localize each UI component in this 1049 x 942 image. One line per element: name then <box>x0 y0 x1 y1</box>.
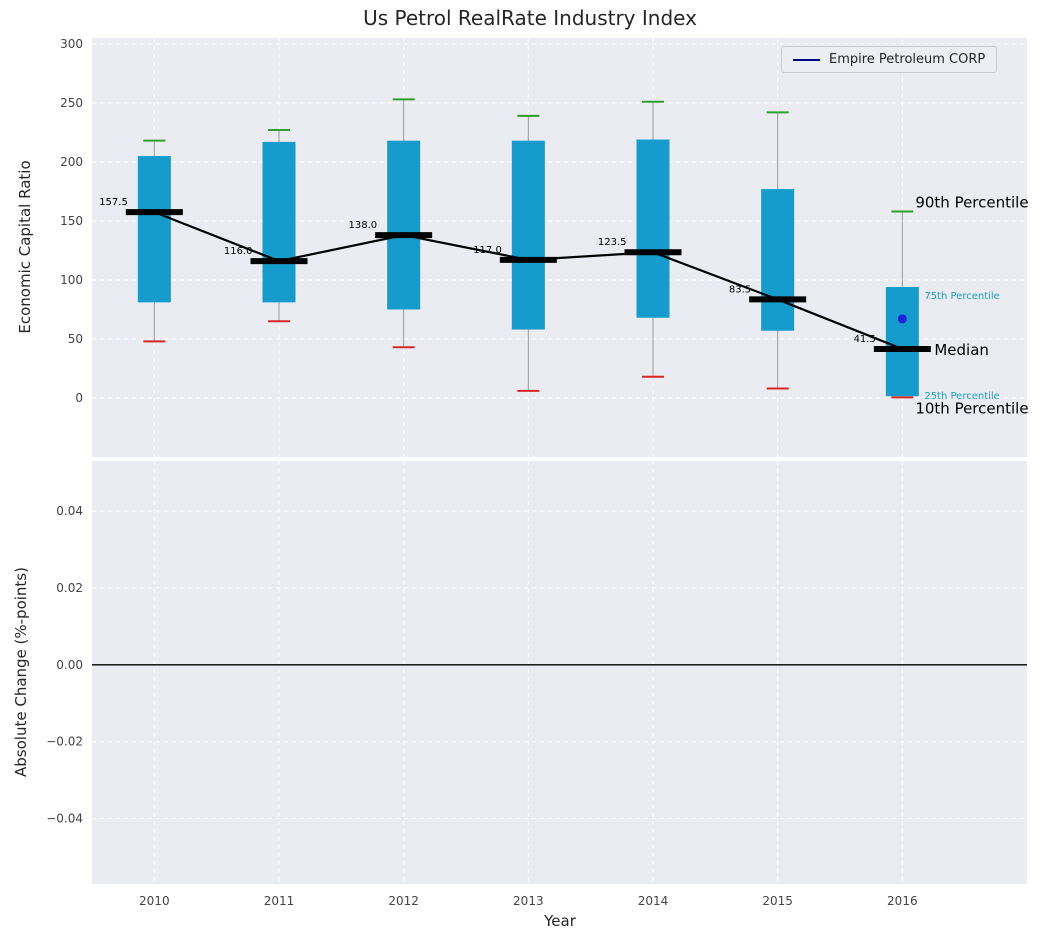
iqr-box-2015 <box>761 189 795 331</box>
iqr-box-2014 <box>636 139 670 318</box>
top-ytick-label: 250 <box>60 96 83 110</box>
annotation-p90: 90th Percentile <box>915 194 1028 212</box>
legend-line-sample <box>793 58 820 61</box>
iqr-box-2010 <box>137 156 171 303</box>
annotation-p25: 25th Percentile <box>924 391 1000 402</box>
bottom-y-axis-label: Absolute Change (%-points) <box>12 567 30 777</box>
bottom-ytick-label: 0.02 <box>56 581 83 595</box>
chart-title: Us Petrol RealRate Industry Index <box>363 6 697 30</box>
xtick-label: 2016 <box>887 894 918 908</box>
bottom-ytick-label: −0.02 <box>46 735 83 749</box>
top-plot-area <box>92 38 1027 457</box>
median-value-label-2012: 138.0 <box>349 220 378 231</box>
median-value-label-2011: 116.0 <box>224 246 253 257</box>
top-ytick-label: 0 <box>75 391 83 405</box>
annotation-p10: 10th Percentile <box>915 399 1028 417</box>
top-ytick-label: 50 <box>68 332 83 346</box>
median-value-label-2015: 83.5 <box>729 284 751 295</box>
median-value-label-2014: 123.5 <box>598 237 627 248</box>
bottom-ytick-label: 0.04 <box>56 504 83 518</box>
xtick-label: 2012 <box>388 894 419 908</box>
iqr-box-2012 <box>387 140 421 310</box>
annotation-median: Median <box>934 341 989 359</box>
xtick-label: 2014 <box>638 894 669 908</box>
xtick-label: 2015 <box>762 894 793 908</box>
top-ytick-label: 100 <box>60 273 83 287</box>
iqr-box-2016 <box>885 287 919 397</box>
top-ytick-label: 200 <box>60 155 83 169</box>
bottom-plot-area <box>92 461 1027 884</box>
top-y-axis-label: Economic Capital Ratio <box>16 160 34 334</box>
median-value-label-2013: 117.0 <box>473 245 502 256</box>
legend-label: Empire Petroleum CORP <box>829 52 986 67</box>
bottom-ytick-label: −0.04 <box>46 812 83 826</box>
annotation-p75: 75th Percentile <box>924 291 1000 302</box>
median-value-label-2016: 41.5 <box>854 334 876 345</box>
legend: Empire Petroleum CORP <box>781 46 998 73</box>
top-ytick-label: 300 <box>60 37 83 51</box>
top-ytick-label: 150 <box>60 214 83 228</box>
bottom-ytick-label: 0.00 <box>56 658 83 672</box>
iqr-box-2011 <box>262 141 296 303</box>
median-value-label-2010: 157.5 <box>99 197 128 208</box>
xtick-label: 2010 <box>139 894 170 908</box>
iqr-box-2013 <box>511 140 545 330</box>
xtick-label: 2011 <box>264 894 295 908</box>
xtick-label: 2013 <box>513 894 544 908</box>
empire-petroleum-point <box>897 314 907 324</box>
x-axis-label: Year <box>544 912 576 930</box>
